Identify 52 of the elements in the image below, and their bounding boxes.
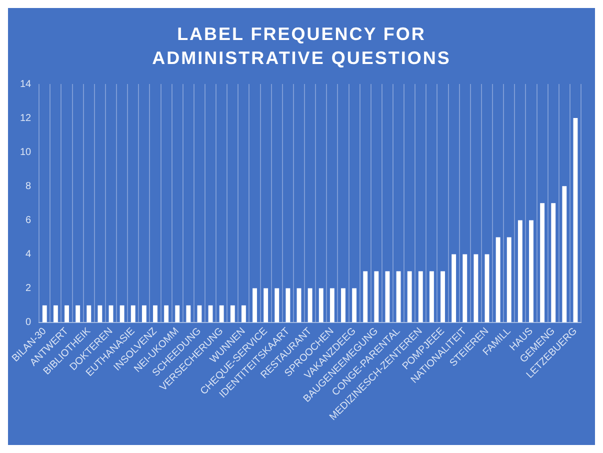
- bar: [219, 305, 224, 322]
- bar: [175, 305, 180, 322]
- bar: [186, 305, 191, 322]
- y-tick-label: 10: [20, 146, 32, 158]
- bar: [274, 288, 280, 322]
- bar: [429, 271, 434, 322]
- y-tick-label: 2: [26, 283, 32, 294]
- bar: [98, 305, 102, 322]
- bar: [352, 288, 357, 322]
- bar: [440, 271, 445, 322]
- bar: [142, 305, 146, 322]
- bar: [318, 288, 324, 322]
- bar: [54, 305, 58, 322]
- y-tick-label: 8: [26, 180, 32, 192]
- y-tick-label: 4: [26, 248, 32, 260]
- bar: [363, 271, 368, 322]
- bar: [562, 186, 567, 322]
- bar: [330, 288, 334, 322]
- bar: [551, 203, 556, 322]
- bar: [341, 288, 346, 322]
- bar: [496, 237, 500, 322]
- bar: [264, 288, 268, 322]
- bar: [64, 305, 69, 322]
- bar: [418, 271, 423, 322]
- bar: [252, 288, 257, 322]
- bar: [484, 254, 490, 322]
- bar: [242, 305, 246, 322]
- y-tick-label: 14: [20, 78, 32, 90]
- bar: [130, 305, 136, 322]
- bar: [86, 305, 92, 322]
- bar: [506, 237, 512, 322]
- y-tick-label: 6: [26, 214, 32, 226]
- bar: [153, 305, 158, 322]
- bar: [230, 305, 235, 322]
- y-tick-label: 0: [26, 317, 32, 328]
- bar: [76, 305, 80, 322]
- y-tick-label: 12: [20, 112, 32, 124]
- bar: [374, 271, 379, 322]
- bar: [164, 305, 169, 322]
- bar: [120, 305, 124, 322]
- bar: [529, 220, 534, 322]
- bar: [407, 271, 412, 322]
- bar: [573, 118, 578, 322]
- bar: [42, 305, 47, 322]
- chart-title: LABEL FREQUENCY FOR ADMINISTRATIVE QUESTIONS: [151, 23, 452, 70]
- bar: [462, 254, 468, 322]
- bar: [540, 203, 545, 322]
- bar: [474, 254, 478, 322]
- bar: [308, 288, 312, 322]
- bar: [286, 288, 290, 322]
- bar: [452, 254, 456, 322]
- bar: [518, 220, 522, 322]
